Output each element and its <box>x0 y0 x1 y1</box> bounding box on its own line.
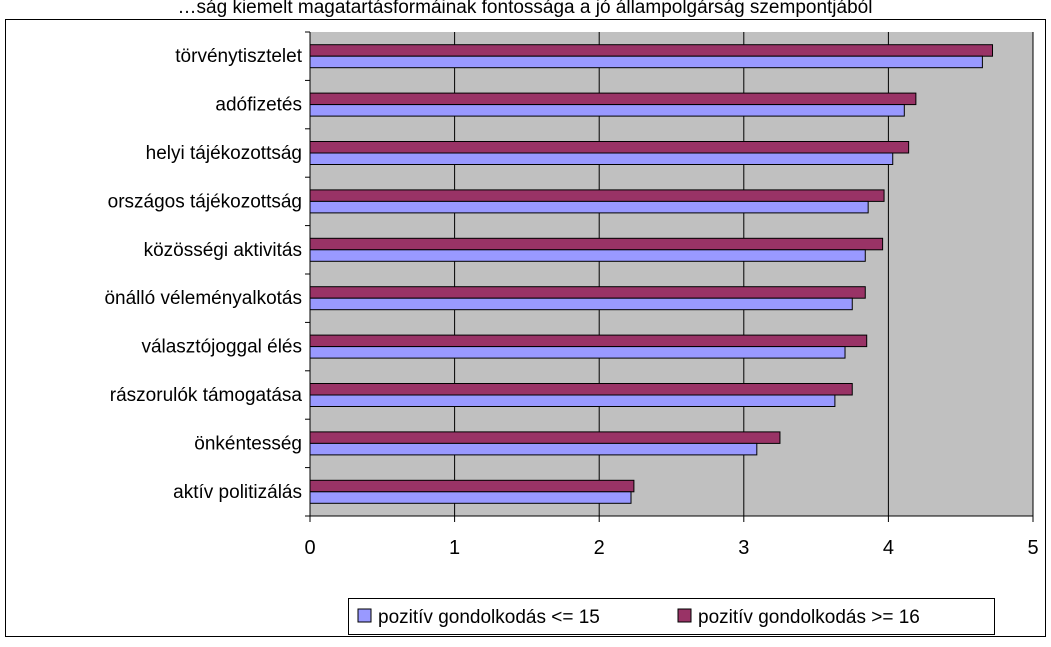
bar-series-1 <box>309 491 632 504</box>
bar-series-2 <box>309 141 910 154</box>
legend: pozitív gondolkodás <= 15 pozitív gondol… <box>348 598 995 635</box>
value-axis: 0 1 2 3 4 5 <box>304 516 1039 559</box>
bar-series-2 <box>309 237 884 251</box>
category-label: önkéntesség <box>194 433 302 454</box>
legend-label-series-2: pozitív gondolkodás >= 16 <box>698 607 920 628</box>
bar-series-1 <box>309 346 846 359</box>
bar-series-2 <box>309 334 868 348</box>
legend-label-series-1: pozitív gondolkodás <= 15 <box>378 607 600 628</box>
bar-series-2 <box>309 286 866 299</box>
chart-title: …ság kiemelt magatartásformáinak fontoss… <box>178 0 873 18</box>
bar-series-1 <box>309 55 983 69</box>
bar-series-1 <box>309 200 869 214</box>
legend-swatch-series-2 <box>677 608 692 623</box>
category-label: adófizetés <box>215 95 302 116</box>
bar-series-1 <box>309 297 853 311</box>
category-label: önálló véleményalkotás <box>104 288 302 309</box>
category-label: helyi tájékozottság <box>146 143 302 164</box>
legend-swatch-series-1 <box>357 608 372 623</box>
x-tick-label: 5 <box>1027 537 1038 559</box>
bar-series-2 <box>309 383 853 396</box>
bar-series-2 <box>309 44 994 57</box>
category-label: országos tájékozottság <box>108 191 302 212</box>
category-label: választójoggal élés <box>141 337 302 358</box>
bar-series-1 <box>309 152 894 165</box>
bar-series-2 <box>309 189 885 202</box>
bar-series-2 <box>309 92 917 106</box>
bar-series-2 <box>309 431 781 444</box>
bar-series-2 <box>309 479 635 493</box>
bar-series-1 <box>309 442 758 456</box>
x-tick-label: 2 <box>594 537 605 559</box>
bar-series-1 <box>309 249 866 262</box>
x-tick-label: 4 <box>883 537 894 559</box>
plot-area <box>309 32 1034 517</box>
category-label: törvénytisztelet <box>175 46 302 67</box>
category-label: rászorulók támogatása <box>110 385 303 406</box>
bar-series-1 <box>309 104 905 117</box>
x-tick-label: 0 <box>304 537 315 559</box>
category-label: aktív politizálás <box>173 482 302 503</box>
bar-series-1 <box>309 394 836 407</box>
legend-box <box>348 598 995 635</box>
x-tick-label: 3 <box>738 537 749 559</box>
x-tick-label: 1 <box>449 537 460 559</box>
category-axis: törvénytisztelet adófizetés helyi tájékozo… <box>104 31 310 517</box>
category-label: közösségi aktivitás <box>144 240 302 261</box>
